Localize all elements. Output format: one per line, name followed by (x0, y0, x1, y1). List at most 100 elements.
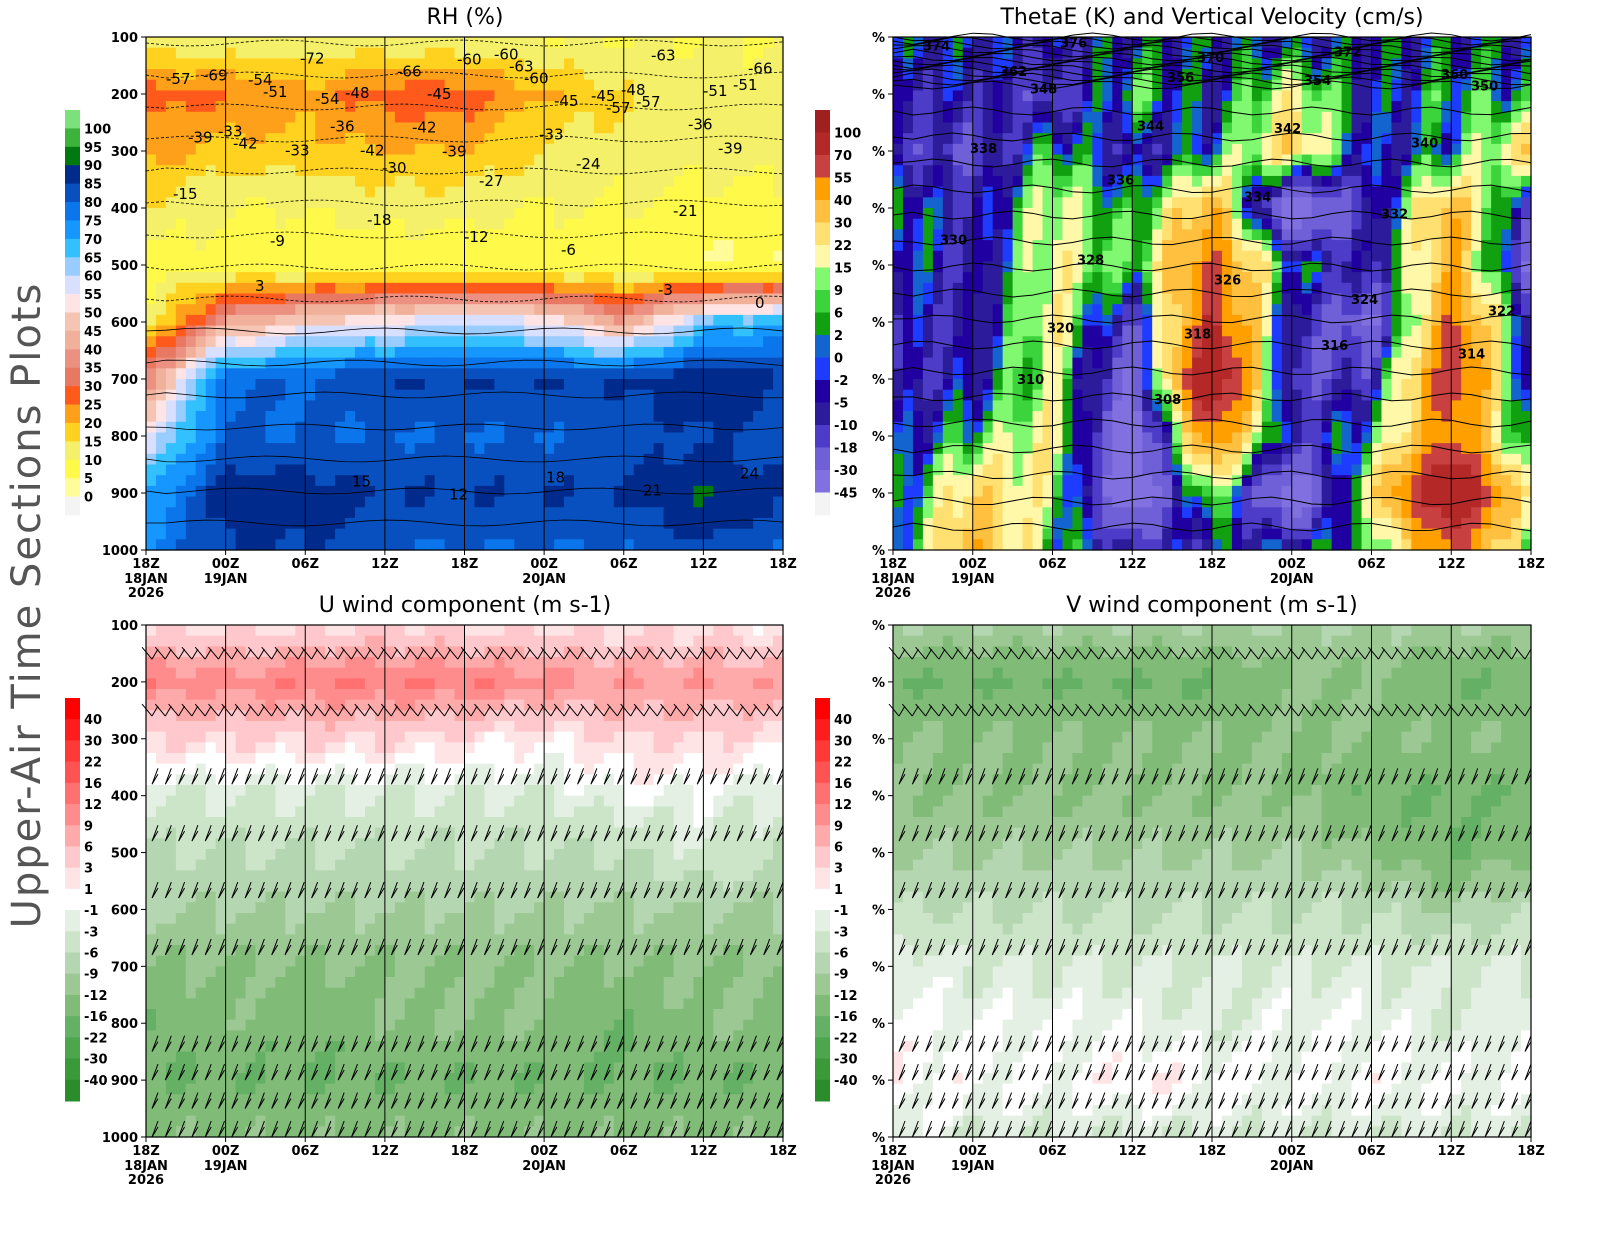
field-cell (573, 336, 585, 348)
field-cell (643, 165, 655, 177)
field-cell (394, 250, 406, 263)
field-cell (992, 154, 1004, 166)
field-cell (185, 282, 197, 295)
field-cell (414, 400, 426, 412)
field-cell (175, 432, 187, 444)
field-cell (424, 379, 436, 391)
field-cell (335, 240, 346, 252)
field-cell (673, 250, 685, 263)
field-cell (195, 240, 207, 252)
field-cell (195, 304, 207, 316)
temperature-contour-label: 18 (546, 469, 565, 487)
field-cell (653, 122, 665, 134)
field-cell (205, 443, 217, 455)
temperature-contour-label: -66 (397, 63, 422, 81)
field-cell (205, 346, 217, 359)
field-cell (633, 421, 645, 434)
field-cell (434, 90, 446, 102)
field-cell (355, 357, 366, 369)
field-cell (663, 272, 675, 284)
field-cell (773, 143, 784, 156)
field-cell (1012, 133, 1024, 145)
field-cell (1321, 304, 1333, 316)
field-cell (484, 58, 495, 70)
field-cell (1152, 133, 1163, 145)
field-cell (1391, 90, 1403, 102)
field-cell (285, 122, 296, 134)
field-cell (504, 133, 515, 145)
field-cell (335, 154, 346, 166)
field-cell (464, 379, 476, 391)
field-cell (1461, 304, 1472, 316)
field-cell (1471, 314, 1482, 327)
field-cell (1032, 314, 1044, 327)
field-cell (663, 539, 675, 551)
field-cell (1431, 143, 1442, 156)
field-cell (155, 357, 167, 369)
field-cell (1261, 165, 1273, 177)
field-cell (1421, 165, 1432, 177)
field-cell (225, 165, 237, 177)
field-cell (265, 507, 276, 519)
field-cell (653, 325, 665, 337)
field-cell (464, 528, 476, 540)
field-cell (613, 272, 625, 284)
field-cell (494, 453, 505, 466)
field-cell (1022, 47, 1034, 59)
field-cell (1012, 240, 1024, 252)
field-cell (623, 143, 635, 156)
field-cell (723, 186, 734, 198)
field-cell (1122, 143, 1133, 156)
field-cell (1231, 186, 1243, 198)
field-cell (1052, 69, 1064, 81)
field-cell (1022, 122, 1034, 134)
field-cell (713, 411, 724, 423)
field-cell (972, 143, 984, 156)
field-cell (1002, 208, 1014, 220)
field-cell (1231, 143, 1243, 156)
field-cell (1092, 79, 1103, 92)
field-cell (673, 411, 685, 423)
field-cell (155, 37, 167, 49)
field-cell (315, 346, 326, 359)
field-cell (1212, 122, 1223, 134)
field-cell (454, 443, 466, 455)
field-cell (1271, 293, 1283, 305)
field-cell (1391, 282, 1403, 295)
field-cell (345, 282, 356, 295)
field-cell (593, 304, 605, 316)
field-cell (583, 240, 595, 252)
field-cell (623, 336, 635, 348)
field-cell (404, 346, 416, 359)
field-cell (613, 101, 625, 113)
field-cell (653, 250, 665, 263)
field-cell (1501, 282, 1512, 295)
field-cell (1501, 293, 1512, 305)
field-cell (893, 90, 904, 102)
field-cell (146, 261, 157, 273)
field-cell (942, 175, 954, 188)
field-cell (1511, 197, 1522, 209)
field-cell (205, 496, 217, 508)
field-cell (603, 143, 615, 156)
field-cell (514, 314, 525, 327)
field-cell (753, 197, 764, 209)
temperature-contour-label: -27 (479, 172, 504, 190)
field-cell (613, 218, 625, 230)
field-cell (1391, 175, 1403, 188)
field-cell (593, 79, 605, 92)
field-cell (1261, 58, 1273, 70)
field-cell (146, 122, 157, 134)
field-cell (155, 261, 167, 273)
field-cell (743, 539, 754, 551)
field-cell (275, 218, 286, 230)
field-cell (1221, 101, 1233, 113)
field-cell (1431, 122, 1442, 134)
field-cell (1241, 282, 1253, 295)
field-cell (1042, 325, 1054, 337)
field-cell (305, 186, 316, 198)
field-cell (474, 79, 486, 92)
field-cell (1321, 143, 1333, 156)
field-cell (962, 325, 974, 337)
field-cell (474, 154, 486, 166)
